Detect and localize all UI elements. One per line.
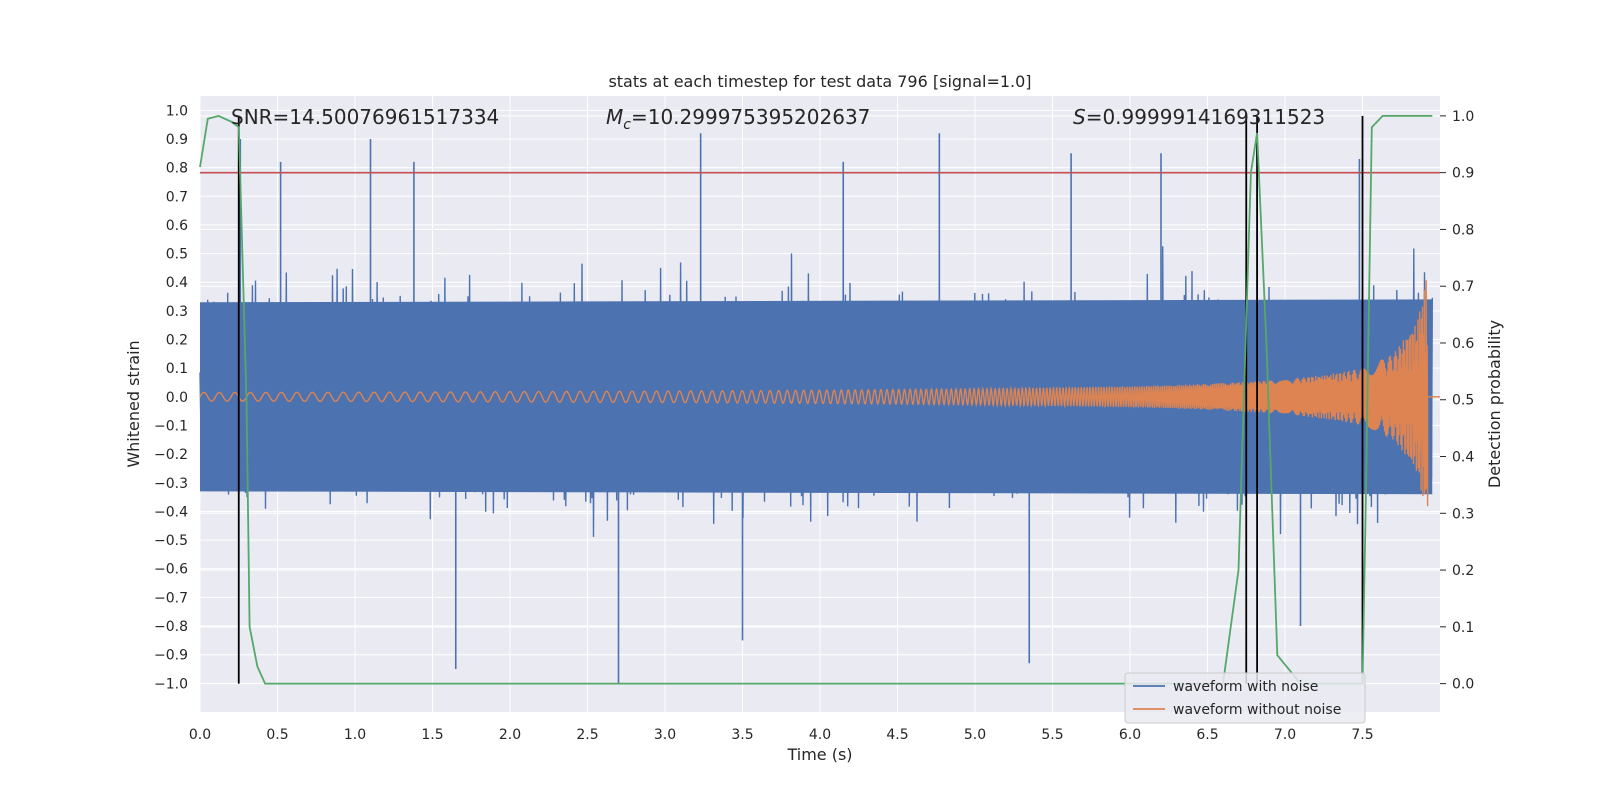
x-tick-label: 5.0 [964, 727, 986, 743]
x-tick-label: 0.0 [189, 727, 211, 743]
left-y-tick-label: 0.1 [166, 361, 188, 377]
left-y-tick-label: −0.2 [154, 447, 188, 463]
right-y-axis-label: Detection probability [1485, 320, 1504, 488]
score-annotation: S=0.9999914169311523 [1073, 105, 1325, 129]
left-y-tick-label: 0.4 [166, 275, 188, 291]
chirp-mass-subscript: c [623, 117, 631, 133]
right-y-tick-label: 0.4 [1452, 450, 1474, 466]
right-y-tick-label: 0.5 [1452, 393, 1474, 409]
left-y-tick-label: −1.0 [154, 676, 188, 692]
left-y-tick-label: −0.9 [154, 648, 188, 664]
right-y-tick-label: 0.8 [1452, 222, 1474, 238]
left-y-tick-label: 0.6 [166, 218, 188, 234]
left-y-tick-label: 0.8 [166, 161, 188, 177]
left-y-tick-label: −0.4 [154, 504, 188, 520]
right-y-tick-label: 0.7 [1452, 279, 1474, 295]
left-y-tick-label: −0.1 [154, 418, 188, 434]
right-y-tick-label: 0.9 [1452, 166, 1474, 182]
x-tick-label: 1.5 [421, 727, 443, 743]
right-y-tick-label: 0.6 [1452, 336, 1474, 352]
legend: waveform with noise waveform without noi… [1124, 672, 1366, 724]
x-tick-label: 1.0 [344, 727, 366, 743]
x-tick-label: 6.5 [1196, 727, 1218, 743]
x-tick-label: 3.0 [654, 727, 676, 743]
x-tick-label: 0.5 [266, 727, 288, 743]
legend-box [1124, 672, 1366, 724]
right-y-axis-ticks: 1.0 0.9 0.8 0.7 0.6 0.5 0.4 0.3 0.2 0.1 0.0 [1440, 109, 1474, 693]
x-tick-label: 3.5 [731, 727, 753, 743]
x-tick-label: 4.5 [886, 727, 908, 743]
score-symbol: S [1073, 105, 1086, 129]
x-tick-label: 6.0 [1119, 727, 1141, 743]
chirp-mass-annotation: Mc=10.299975395202637 [606, 105, 870, 133]
chart-title: stats at each timestep for test data 796… [608, 72, 1031, 91]
left-y-tick-label: −0.5 [154, 533, 188, 549]
left-y-tick-label: 0.5 [166, 247, 188, 263]
x-tick-label: 7.0 [1274, 727, 1296, 743]
x-axis-ticks: 0.0 0.5 1.0 1.5 2.0 2.5 3.0 3.5 4.0 4.5 5.0 5.5 6.0 6… [189, 727, 1374, 743]
left-y-tick-label: −0.6 [154, 562, 188, 578]
left-y-tick-label: 0.7 [166, 189, 188, 205]
waveform-with-noise-series [199, 133, 1433, 684]
chirp-mass-symbol: M [606, 105, 623, 129]
probability-line [199, 114, 1433, 685]
clean-waveform-line [199, 280, 1440, 507]
x-tick-label: 2.0 [499, 727, 521, 743]
x-tick-label: 2.5 [576, 727, 598, 743]
detection-marker-layer [237, 115, 1364, 684]
left-y-tick-label: 0.9 [166, 132, 188, 148]
left-y-tick-label: −0.7 [154, 590, 188, 606]
chirp-mass-value: =10.299975395202637 [631, 105, 870, 129]
score-value: =0.9999914169311523 [1086, 105, 1325, 129]
legend-label-noise: waveform with noise [1173, 679, 1318, 695]
x-axis-label: Time (s) [786, 745, 852, 764]
left-y-tick-label: −0.3 [154, 476, 188, 492]
left-y-tick-label: 0.2 [166, 333, 188, 349]
right-y-tick-label: 0.3 [1452, 506, 1474, 522]
left-y-axis-label: Whitened strain [124, 340, 143, 467]
right-y-tick-label: 0.2 [1452, 563, 1474, 579]
detection-probability-series [199, 114, 1433, 685]
waveform-without-noise-series [199, 280, 1440, 507]
snr-annotation: SNR=14.50076961517334 [231, 105, 499, 129]
x-tick-label: 4.0 [809, 727, 831, 743]
right-y-tick-label: 0.1 [1452, 620, 1474, 636]
left-y-axis-ticks: 1.0 0.9 0.8 0.7 0.6 0.5 0.4 0.3 0.2 0.1 0.0 −0.1 −0.… [154, 103, 188, 692]
right-y-tick-label: 1.0 [1452, 109, 1474, 125]
x-tick-label: 7.5 [1351, 727, 1373, 743]
left-y-tick-label: 0.0 [166, 390, 188, 406]
left-y-tick-label: −0.8 [154, 619, 188, 635]
legend-label-clean: waveform without noise [1173, 702, 1341, 718]
noise-waveform-core [200, 299, 1433, 495]
right-y-tick-label: 0.0 [1452, 677, 1474, 693]
left-y-tick-label: 1.0 [166, 103, 188, 119]
left-y-tick-label: 0.3 [166, 304, 188, 320]
x-tick-label: 5.5 [1041, 727, 1063, 743]
